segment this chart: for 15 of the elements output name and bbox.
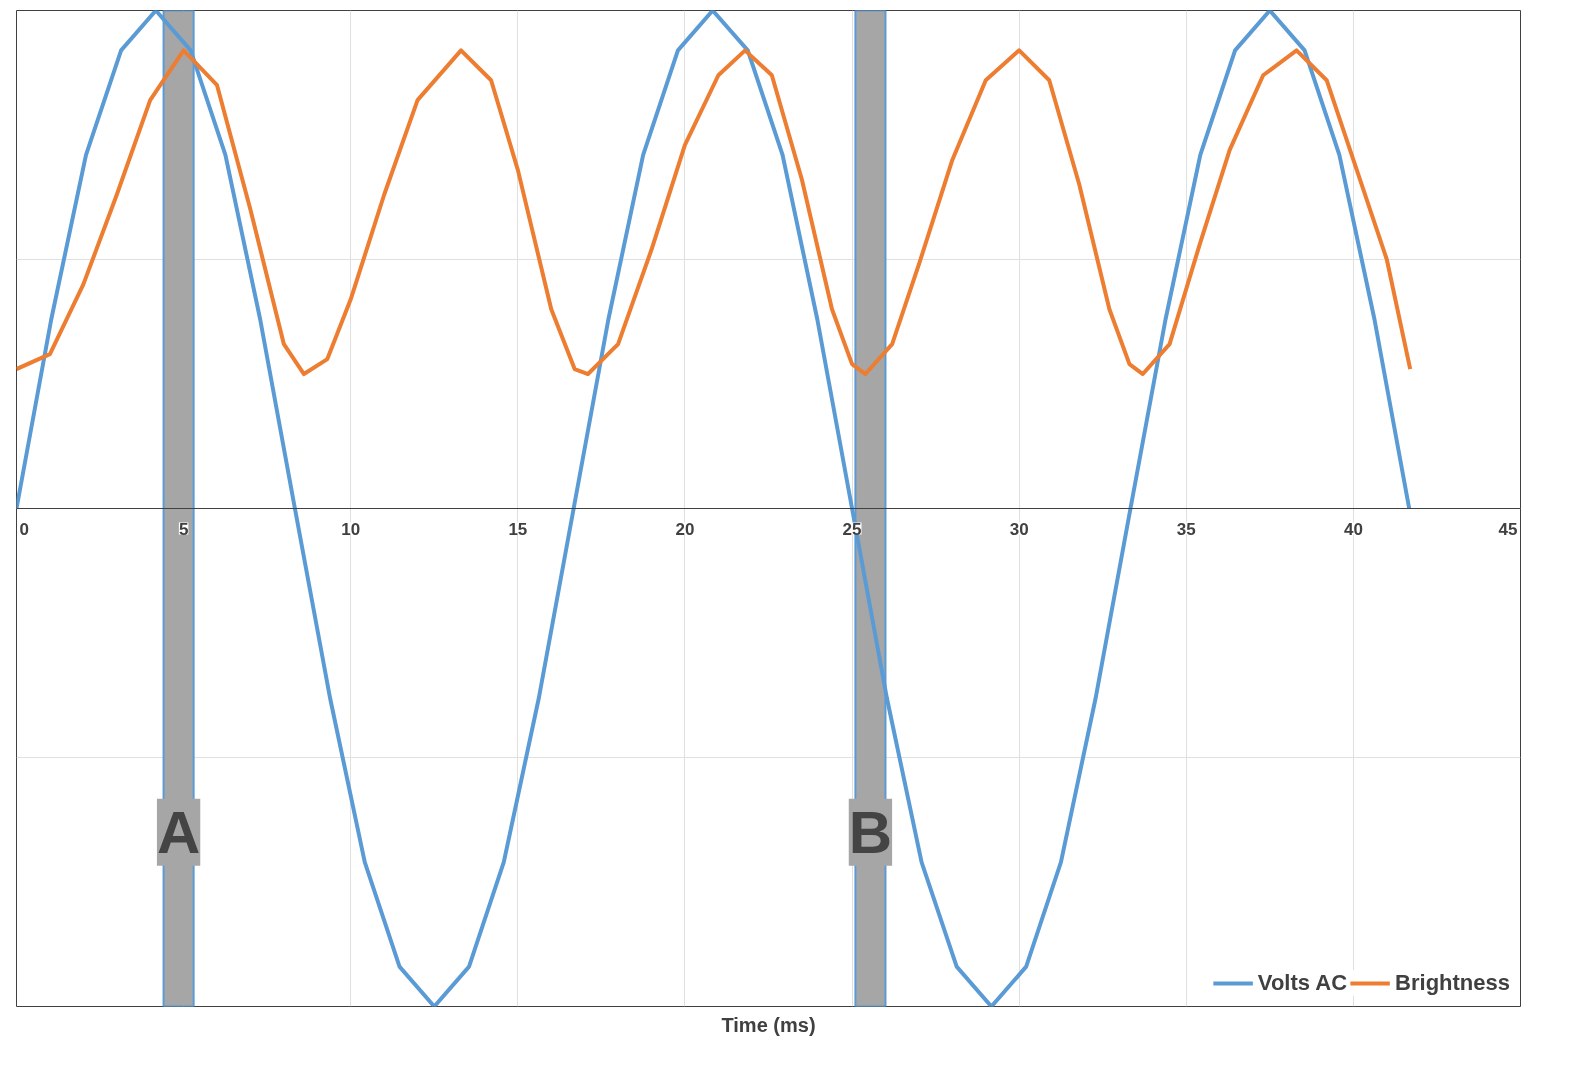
x-tick-label: 40 [1343,519,1363,539]
x-tick-label: 10 [341,519,361,539]
x-axis-title: Time (ms) [721,1013,816,1036]
x-tick-label: 35 [1176,519,1196,539]
x-tick-label: 45 [1498,519,1518,539]
x-tick-label: 15 [508,519,528,539]
band-label: B [848,798,893,866]
x-tick-label: 30 [1009,519,1029,539]
band-label: A [156,798,201,866]
x-tick-label: 5 [178,519,189,539]
x-tick-label: 20 [675,519,695,539]
legend-label: Volts AC [1257,970,1348,996]
legend-label: Brightness [1395,970,1510,996]
x-tick-label: 25 [842,519,862,539]
x-tick-label: 0 [19,519,29,539]
